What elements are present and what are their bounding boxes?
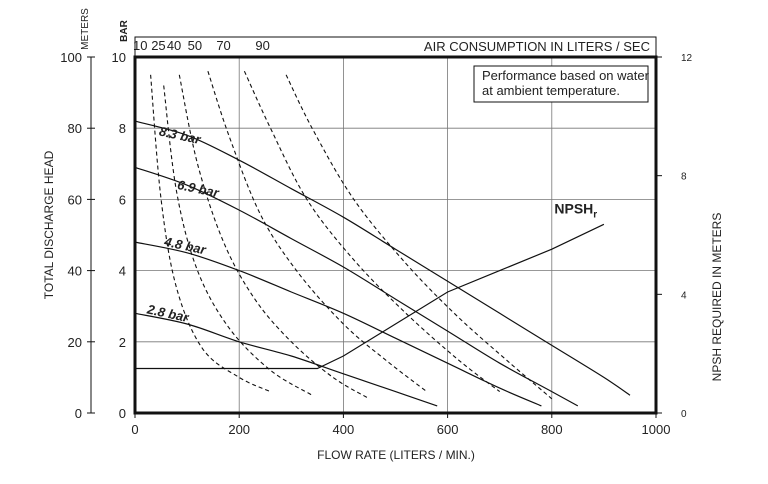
x-tick-label: 600 (437, 422, 459, 437)
air-axis-frame (134, 36, 657, 58)
note-box: Performance based on water at ambient te… (473, 65, 650, 103)
pressure-curve (134, 166, 579, 407)
air-consumption-curves (150, 70, 553, 400)
axis-ticks: 0 200 400 600 800 100002040608010002468100481… (60, 38, 692, 437)
air-consumption-curve (178, 74, 370, 400)
air-consumption-curve (207, 71, 428, 393)
x-tick-label: 800 (541, 422, 563, 437)
y-tick-npsh-label: 4 (681, 290, 687, 301)
y-tick-bar-label: 2 (119, 335, 126, 350)
npsh-curve (135, 223, 605, 370)
air-consumption-curve (163, 85, 313, 396)
air-tick-label: 70 (216, 38, 230, 53)
y-tick-meters-label: 20 (68, 335, 82, 350)
y-tick-meters-label: 60 (68, 192, 82, 207)
grid-lines (135, 57, 656, 413)
air-consumption-curve (150, 74, 271, 393)
y-tick-bar-label: 4 (119, 264, 126, 279)
y-tick-meters-label: 40 (68, 264, 82, 279)
plot-frame (133, 55, 658, 415)
curve-label: 2.8 bar (145, 301, 191, 325)
performance-curves (134, 120, 631, 407)
air-tick-label: 40 (167, 38, 181, 53)
note-line-1: Performance based on water (482, 68, 650, 83)
y-axis-bar-unit: BAR (119, 19, 130, 41)
air-consumption-curve (285, 74, 553, 400)
curve-labels: 8.3 bar 6.9 bar 4.8 bar 2.8 bar NPSHr (145, 124, 597, 326)
curve-label: NPSHr (554, 201, 597, 221)
pressure-curve (134, 120, 631, 396)
y-tick-npsh-label: 12 (681, 53, 693, 64)
x-tick-label: 400 (333, 422, 355, 437)
air-tick-label: 25 (151, 38, 165, 53)
pressure-curve (134, 241, 542, 407)
air-tick-label: 50 (188, 38, 202, 53)
y-tick-npsh-label: 0 (681, 409, 687, 420)
air-axis-label: AIR CONSUMPTION IN LITERS / SEC (424, 39, 650, 54)
x-tick-label: 200 (228, 422, 250, 437)
y-tick-bar-label: 6 (119, 192, 126, 207)
y-tick-bar-label: 0 (119, 406, 126, 421)
y-axis-meters-unit: METERS (80, 8, 91, 50)
x-tick-label: 1000 (642, 422, 671, 437)
y-tick-meters-label: 100 (60, 50, 82, 65)
air-tick-label: 90 (255, 38, 269, 53)
x-tick-label: 0 (131, 422, 138, 437)
y-axis-left-title: TOTAL DISCHARGE HEAD (42, 150, 56, 299)
y-tick-bar-label: 8 (119, 121, 126, 136)
air-consumption-curve (243, 70, 501, 393)
air-tick-label: 10 (133, 38, 147, 53)
y-tick-meters-label: 0 (75, 406, 82, 421)
curve-label: 6.9 bar (176, 177, 221, 201)
y-tick-bar-label: 10 (112, 50, 126, 65)
note-line-2: at ambient temperature. (482, 83, 620, 98)
y-tick-meters-label: 80 (68, 121, 82, 136)
curve-label: 8.3 bar (158, 124, 203, 148)
y-tick-npsh-label: 8 (681, 172, 687, 183)
y-axis-right-title: NPSH REQUIRED IN METERS (710, 213, 724, 382)
curve-label: 4.8 bar (162, 234, 208, 258)
pressure-curve (134, 312, 438, 407)
x-axis-title: FLOW RATE (LITERS / MIN.) (317, 448, 475, 462)
